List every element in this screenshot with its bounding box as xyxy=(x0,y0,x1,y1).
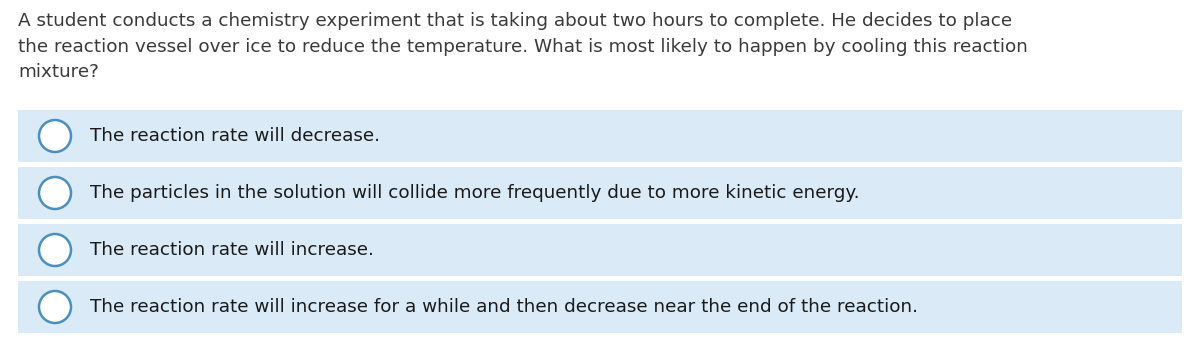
Text: The reaction rate will decrease.: The reaction rate will decrease. xyxy=(90,127,380,145)
Bar xyxy=(18,167,1182,219)
Circle shape xyxy=(38,120,71,152)
Text: A student conducts a chemistry experiment that is taking about two hours to comp: A student conducts a chemistry experimen… xyxy=(18,12,1028,81)
Bar xyxy=(18,224,1182,276)
Bar xyxy=(18,281,1182,333)
Text: The reaction rate will increase for a while and then decrease near the end of th: The reaction rate will increase for a wh… xyxy=(90,298,918,316)
Text: The particles in the solution will collide more frequently due to more kinetic e: The particles in the solution will colli… xyxy=(90,184,859,202)
Text: The reaction rate will increase.: The reaction rate will increase. xyxy=(90,241,374,259)
Circle shape xyxy=(38,234,71,266)
Circle shape xyxy=(38,177,71,209)
Circle shape xyxy=(38,291,71,323)
Bar xyxy=(18,110,1182,162)
